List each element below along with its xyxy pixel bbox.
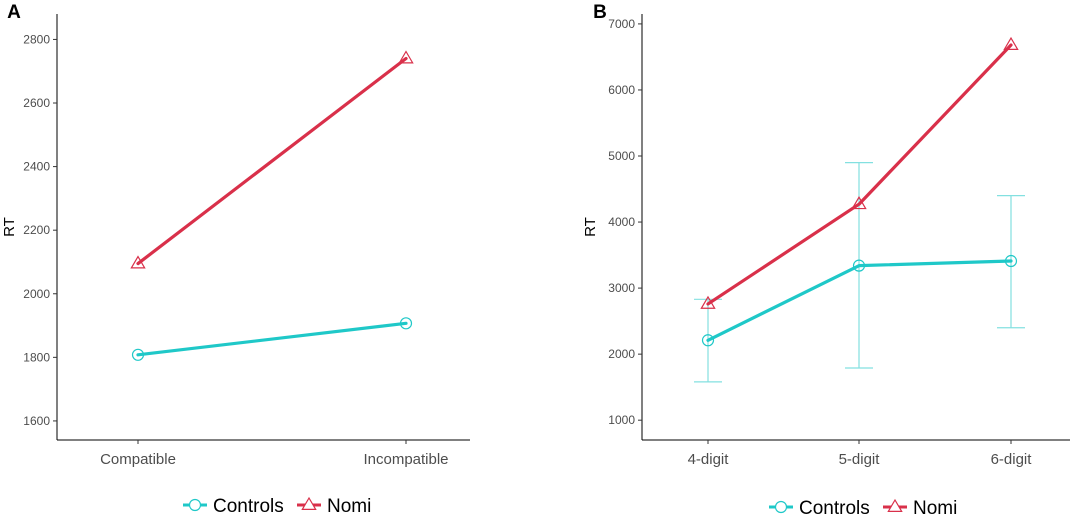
legend: Controls Nomi — [183, 496, 371, 517]
data-point-nomi — [851, 196, 867, 210]
y-tick-label: 3000 — [608, 281, 635, 295]
data-point-controls — [1004, 254, 1018, 268]
series-line-controls — [136, 321, 408, 357]
y-axis-title: RT — [582, 217, 599, 237]
y-tick-label: 4000 — [608, 215, 635, 229]
data-point-controls — [131, 348, 145, 361]
x-tick-label: 5-digit — [839, 451, 881, 468]
legend-circle-icon — [774, 500, 788, 514]
data-point-controls — [399, 317, 413, 330]
legend-label: Nomi — [913, 498, 957, 518]
panel-label: A — [7, 2, 21, 23]
y-tick-label: 1000 — [608, 413, 635, 427]
y-tick-label: 1600 — [23, 414, 50, 428]
y-axis-title: RT — [1, 217, 18, 237]
series-line-controls — [706, 259, 1013, 342]
y-tick-label: 2000 — [608, 347, 635, 361]
panel-b: 1000 2000 3000 4000 5000 6000 7000 4-digit 5-dig… — [582, 2, 1070, 468]
data-point-nomi — [398, 50, 414, 64]
y-tick-label: 6000 — [608, 83, 635, 97]
x-tick-label: 6-digit — [991, 451, 1033, 468]
y-tick-label: 2000 — [23, 287, 50, 301]
legend-triangle-icon — [887, 498, 903, 512]
data-point-nomi — [1003, 36, 1019, 50]
x-tick-label: Incompatible — [363, 451, 448, 468]
data-point-controls — [852, 259, 866, 272]
legend-circle-icon — [188, 498, 202, 512]
y-tick-label: 5000 — [608, 149, 635, 163]
x-tick-label: Compatible — [100, 451, 176, 468]
y-tick-label: 7000 — [608, 17, 635, 31]
legend-label: Nomi — [327, 496, 371, 517]
y-tick-label: 2600 — [23, 96, 50, 110]
series-line-nomi — [136, 56, 408, 266]
legend-triangle-icon — [301, 496, 317, 510]
y-tick-label: 2400 — [23, 160, 50, 174]
data-point-controls — [701, 334, 715, 347]
data-point-nomi — [130, 255, 146, 269]
data-point-nomi — [700, 295, 716, 309]
panel-a: 1600 1800 2000 2200 2400 2600 2800 Compatible In… — [1, 2, 470, 468]
y-tick-label: 2200 — [23, 223, 50, 237]
x-tick-label: 4-digit — [688, 451, 730, 468]
y-tick-label: 1800 — [23, 350, 50, 364]
series-line-nomi — [706, 43, 1013, 306]
legend-label: Controls — [213, 496, 284, 517]
legend: Controls Nomi — [769, 498, 957, 518]
panel-label: B — [593, 2, 607, 23]
y-tick-label: 2800 — [23, 32, 50, 46]
legend-label: Controls — [799, 498, 870, 518]
